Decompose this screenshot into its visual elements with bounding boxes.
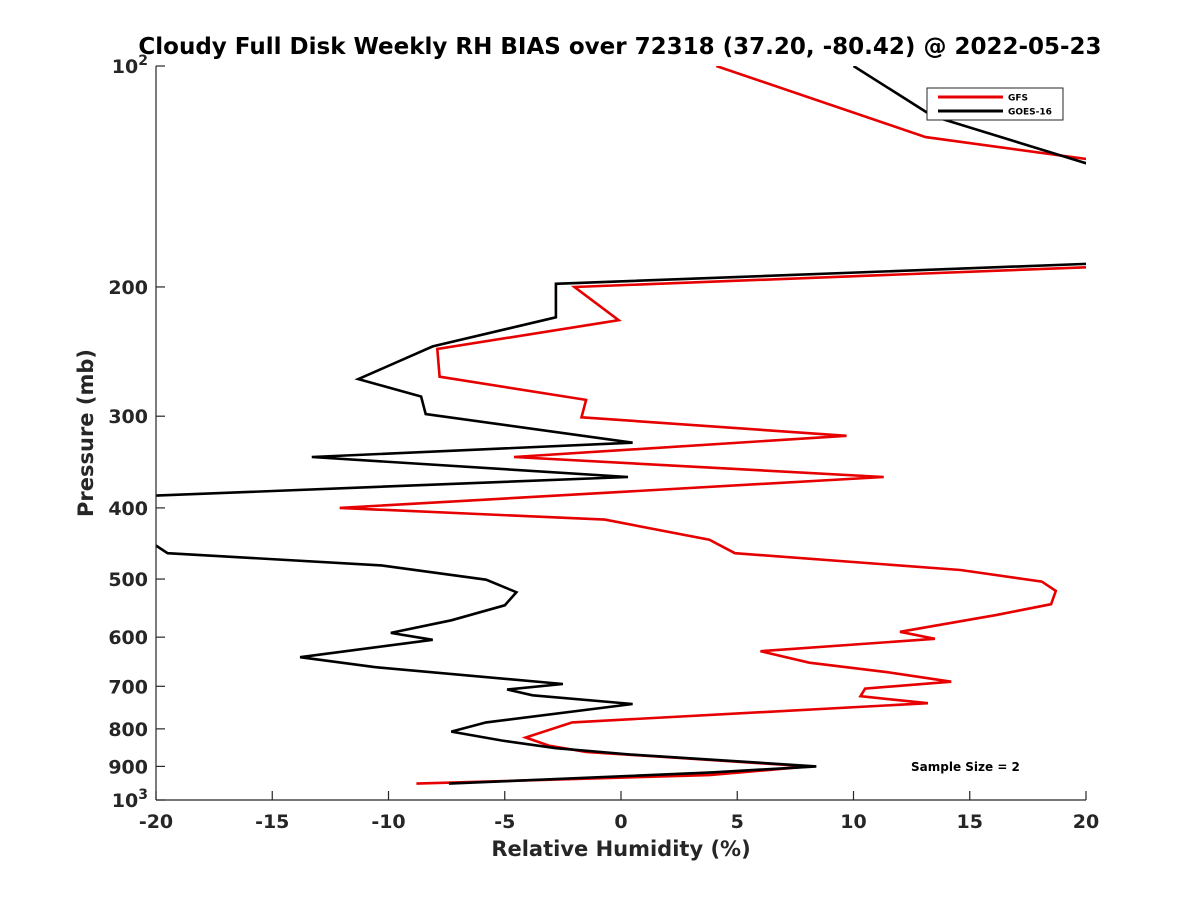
y-tick-label: 103: [112, 787, 148, 812]
plot-area: [156, 66, 1086, 800]
series-layer: [156, 66, 1086, 785]
y-tick-label: 500: [108, 569, 148, 591]
y-tick-label: 700: [108, 676, 148, 698]
x-tick-label: -5: [494, 811, 515, 833]
x-tick-label: 20: [1073, 811, 1099, 833]
legend: GFS GOES-16: [926, 87, 1064, 121]
series-line-gfs: [339, 66, 1086, 785]
y-tick-label: 900: [108, 756, 148, 778]
x-tick-label: 15: [957, 811, 983, 833]
y-tick-label: 102: [112, 53, 148, 78]
x-tick-label: 0: [614, 811, 627, 833]
y-tick-label: 800: [108, 719, 148, 741]
legend-label-gfs: GFS: [1008, 94, 1028, 104]
x-tick-label: -15: [255, 811, 289, 833]
x-ticks: -20 -15 -10 -5 0 5 10 15 20: [139, 791, 1099, 833]
x-axis-label: Relative Humidity (%): [491, 837, 750, 861]
legend-box: [926, 87, 1064, 121]
y-tick-label: 400: [108, 498, 148, 520]
series-line-goes16: [156, 66, 1086, 785]
y-ticks: 102 200 300 400 500 600 700 800 900 103: [108, 53, 165, 812]
sample-size-annotation: Sample Size = 2: [911, 760, 1020, 774]
x-tick-label: -10: [371, 811, 405, 833]
y-tick-label: 300: [108, 406, 148, 428]
x-tick-label: 5: [731, 811, 744, 833]
chart-title: Cloudy Full Disk Weekly RH BIAS over 723…: [138, 34, 1101, 60]
legend-label-goes16: GOES-16: [1008, 108, 1052, 118]
y-axis-label: Pressure (mb): [74, 349, 98, 517]
y-tick-label: 600: [108, 627, 148, 649]
x-tick-label: -20: [139, 811, 173, 833]
x-tick-label: 10: [840, 811, 866, 833]
y-tick-label: 200: [108, 277, 148, 299]
